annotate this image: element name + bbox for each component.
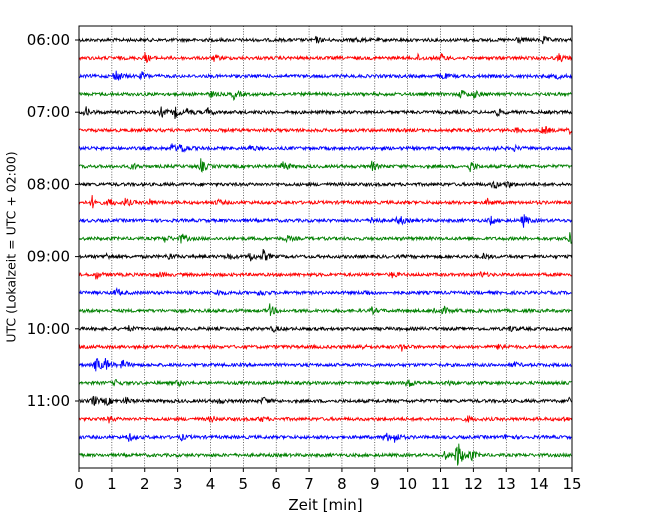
x-tick-label: 7 xyxy=(304,475,314,493)
x-tick-label: 2 xyxy=(140,475,150,493)
trace-0930 xyxy=(78,286,572,297)
trace-0745 xyxy=(78,158,572,173)
trace-0830 xyxy=(78,214,573,228)
trace-0730 xyxy=(78,143,572,153)
x-tick-label: 15 xyxy=(562,475,581,493)
trace-0645 xyxy=(78,89,572,101)
trace-0845 xyxy=(78,232,573,244)
trace-1145 xyxy=(78,443,572,466)
trace-0915 xyxy=(78,271,572,280)
x-tick-label: 5 xyxy=(239,475,249,493)
x-tick-label: 12 xyxy=(464,475,483,493)
trace-1045 xyxy=(78,379,572,388)
axis-ticks: 0 1 2 3 4 5 6 7 8 9 10 11 12 13 14 1506:0007:0008:0009:… xyxy=(27,31,582,493)
x-tick-label: 3 xyxy=(173,475,183,493)
trace-0630 xyxy=(78,70,573,81)
trace-0900 xyxy=(79,248,573,262)
y-tick-label: 11:00 xyxy=(27,392,70,410)
plot-frame xyxy=(78,25,573,469)
seismogram-traces xyxy=(78,35,573,466)
x-tick-label: 10 xyxy=(398,475,417,493)
y-tick-label: 06:00 xyxy=(27,31,70,49)
x-tick-label: 0 xyxy=(74,475,84,493)
trace-1015 xyxy=(78,343,572,352)
x-tick-label: 1 xyxy=(107,475,117,493)
y-tick-label: 09:00 xyxy=(27,248,70,266)
x-tick-label: 4 xyxy=(206,475,216,493)
y-tick-label: 08:00 xyxy=(27,175,70,193)
x-axis-label: Zeit [min] xyxy=(288,496,362,514)
trace-0700 xyxy=(78,106,572,119)
y-tick-label: 07:00 xyxy=(27,103,70,121)
trace-1000 xyxy=(78,325,572,333)
trace-0800 xyxy=(78,180,572,190)
trace-1115 xyxy=(78,414,573,424)
x-tick-label: 6 xyxy=(271,475,281,493)
trace-0815 xyxy=(78,195,572,209)
y-tick-label: 10:00 xyxy=(27,320,70,338)
y-axis-label: UTC (Lokalzeit = UTC + 02:00) xyxy=(4,151,19,342)
trace-1030 xyxy=(78,357,572,372)
trace-1100 xyxy=(78,395,573,406)
trace-0615 xyxy=(78,52,573,64)
x-tick-label: 14 xyxy=(530,475,549,493)
trace-0715 xyxy=(78,126,573,135)
x-tick-label: 13 xyxy=(497,475,516,493)
x-tick-label: 9 xyxy=(370,475,380,493)
trace-1130 xyxy=(78,432,572,443)
x-tick-label: 11 xyxy=(431,475,450,493)
trace-0945 xyxy=(78,303,572,316)
grid-lines xyxy=(111,26,540,468)
trace-0600 xyxy=(78,35,572,45)
x-tick-label: 8 xyxy=(337,475,347,493)
